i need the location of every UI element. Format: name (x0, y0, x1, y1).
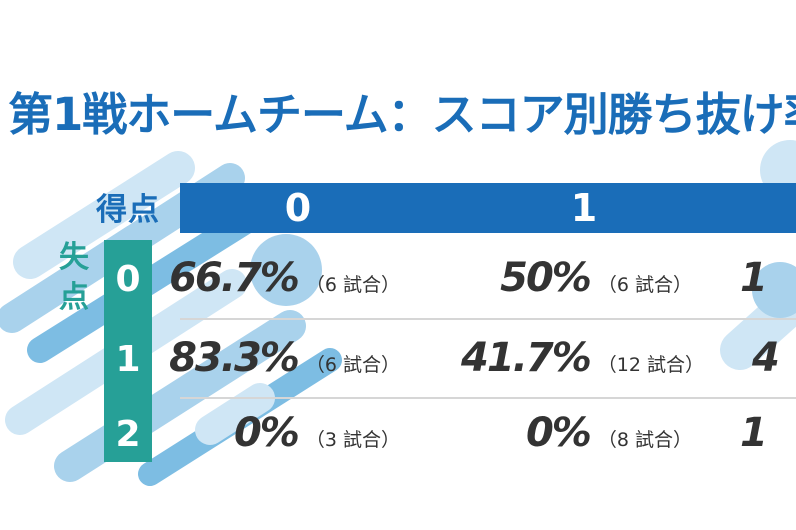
table-cell: 83.3% （6 試合） (169, 335, 400, 385)
column-header-0: 0 (284, 186, 312, 230)
column-header-1: 1 (570, 186, 598, 230)
win-rate-value: 50% (500, 255, 592, 301)
corner-label-conceded-char-2: 点 (59, 280, 89, 315)
games-count: （6 試合） (305, 354, 400, 376)
win-rate-value: 41.7% (461, 335, 592, 381)
row-separator (180, 397, 796, 399)
table-cell: 41.7% （12 試合） (420, 335, 704, 385)
row-header-1: 1 (115, 339, 141, 380)
games-count: （6 試合） (597, 274, 692, 296)
table-cell-partial: 4 (752, 335, 796, 385)
row-header-2: 2 (115, 414, 141, 455)
table-cell: 0% （8 試合） (420, 410, 692, 460)
win-rate-value: 0% (233, 410, 300, 456)
win-rate-value: 66.7% (169, 255, 300, 301)
win-rate-value-partial: 4 (752, 335, 780, 381)
table-cell-partial: 1 (740, 255, 796, 305)
win-rate-value: 83.3% (169, 335, 300, 381)
win-rate-value-partial: 1 (740, 410, 768, 456)
row-separator (180, 318, 796, 320)
table-cell: 50% （6 試合） (420, 255, 692, 305)
row-header-0: 0 (115, 259, 141, 300)
table-cell-partial: 1 (740, 410, 796, 460)
games-count: （3 試合） (305, 429, 400, 451)
games-count: （8 試合） (597, 429, 692, 451)
games-count: （6 試合） (305, 274, 400, 296)
win-rate-value: 0% (525, 410, 592, 456)
row-header-bar (104, 240, 152, 462)
corner-label-conceded: 失 点 (54, 238, 94, 318)
chart-title: 第1戦ホームチーム：スコア別勝ち抜け率 (8, 88, 796, 141)
corner-label-scored: 得点 (96, 192, 160, 228)
games-count: （12 試合） (597, 354, 704, 376)
corner-label-conceded-char-1: 失 (59, 240, 89, 275)
win-rate-value-partial: 1 (740, 255, 768, 301)
table-cell: 0% （3 試合） (180, 410, 400, 460)
column-header-bar (180, 183, 796, 233)
table-cell: 66.7% （6 試合） (169, 255, 400, 305)
